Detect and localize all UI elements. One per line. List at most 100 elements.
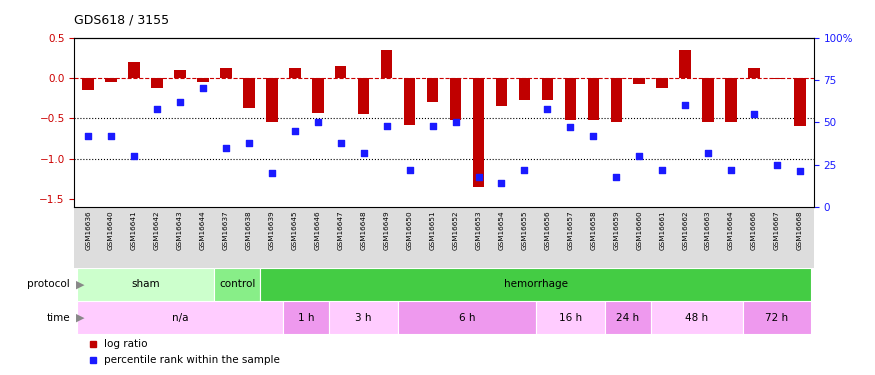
Text: protocol: protocol [27, 279, 70, 289]
Bar [473, 78, 484, 187]
Point [288, 128, 302, 134]
Text: 16 h: 16 h [559, 312, 582, 322]
Point [747, 111, 761, 117]
Point [633, 153, 647, 159]
Text: GSM16643: GSM16643 [177, 210, 183, 250]
Point [265, 170, 279, 176]
Bar [679, 50, 691, 78]
Bar [496, 78, 507, 106]
Bar [611, 78, 622, 122]
Text: GSM16667: GSM16667 [774, 210, 780, 250]
Text: GDS618 / 3155: GDS618 / 3155 [74, 13, 170, 26]
Point [793, 168, 807, 174]
Bar [329, 301, 398, 334]
Bar [77, 301, 284, 334]
Text: 48 h: 48 h [685, 312, 708, 322]
Bar [289, 68, 300, 78]
Point [609, 174, 623, 180]
Point [311, 119, 325, 125]
Text: percentile rank within the sample: percentile rank within the sample [104, 355, 280, 365]
Bar [381, 50, 392, 78]
Bar [725, 78, 737, 122]
Text: sham: sham [131, 279, 160, 289]
Text: GSM16645: GSM16645 [291, 210, 298, 250]
Bar [261, 268, 811, 301]
Bar [605, 301, 651, 334]
Text: 3 h: 3 h [355, 312, 372, 322]
Point [380, 123, 394, 129]
Point [541, 106, 555, 112]
Bar [651, 301, 743, 334]
Bar [404, 78, 416, 125]
Text: GSM16647: GSM16647 [338, 210, 344, 250]
Text: GSM16649: GSM16649 [383, 210, 389, 250]
Text: ▶: ▶ [76, 279, 85, 289]
Text: GSM16637: GSM16637 [223, 210, 229, 250]
Text: time: time [46, 312, 70, 322]
Text: GSM16642: GSM16642 [154, 210, 160, 250]
Text: ▶: ▶ [76, 312, 85, 322]
Text: hemorrhage: hemorrhage [504, 279, 568, 289]
Bar [266, 78, 277, 122]
Text: GSM16663: GSM16663 [705, 210, 711, 250]
Text: GSM16651: GSM16651 [430, 210, 436, 250]
Text: GSM16648: GSM16648 [360, 210, 367, 250]
Bar [703, 78, 714, 122]
Text: GSM16654: GSM16654 [499, 210, 505, 250]
Point [494, 180, 508, 186]
Text: GSM16640: GSM16640 [108, 210, 114, 250]
Bar [398, 301, 536, 334]
Bar [656, 78, 668, 87]
Text: GSM16661: GSM16661 [659, 210, 665, 250]
Bar [427, 78, 438, 102]
Bar [634, 78, 645, 84]
Text: GSM16668: GSM16668 [797, 210, 803, 250]
Text: control: control [220, 279, 256, 289]
Bar [77, 268, 214, 301]
Point [724, 167, 738, 173]
Text: log ratio: log ratio [104, 339, 148, 348]
Text: GSM16658: GSM16658 [591, 210, 597, 250]
Point [402, 167, 416, 173]
Text: 1 h: 1 h [298, 312, 314, 322]
Bar [564, 78, 576, 120]
Bar [214, 268, 261, 301]
Text: 6 h: 6 h [458, 312, 475, 322]
Bar [129, 62, 140, 78]
Point [472, 174, 486, 180]
Bar [151, 78, 163, 87]
Point [701, 150, 715, 156]
Text: GSM16639: GSM16639 [269, 210, 275, 250]
Text: GSM16656: GSM16656 [544, 210, 550, 250]
Bar [220, 68, 232, 78]
Bar [519, 78, 530, 101]
Point [104, 133, 118, 139]
Text: GSM16644: GSM16644 [200, 210, 206, 250]
Text: 24 h: 24 h [616, 312, 640, 322]
Point [150, 106, 164, 112]
Bar [82, 78, 94, 90]
Text: GSM16660: GSM16660 [636, 210, 642, 250]
Point [425, 123, 439, 129]
Bar [588, 78, 599, 120]
Point [357, 150, 371, 156]
Bar [743, 301, 811, 334]
Point [564, 124, 578, 130]
Text: GSM16641: GSM16641 [131, 210, 137, 250]
Bar [450, 78, 461, 120]
Bar [284, 301, 329, 334]
Point [173, 99, 187, 105]
Text: n/a: n/a [172, 312, 188, 322]
Bar [771, 78, 783, 80]
Bar [105, 78, 117, 82]
Text: GSM16646: GSM16646 [315, 210, 321, 250]
Bar [358, 78, 369, 114]
Point [127, 153, 141, 159]
Text: GSM16653: GSM16653 [475, 210, 481, 250]
Bar [748, 68, 760, 78]
Text: GSM16655: GSM16655 [522, 210, 528, 250]
Text: GSM16652: GSM16652 [452, 210, 458, 250]
Text: GSM16657: GSM16657 [567, 210, 573, 250]
Bar [542, 78, 553, 101]
Text: GSM16662: GSM16662 [682, 210, 688, 250]
